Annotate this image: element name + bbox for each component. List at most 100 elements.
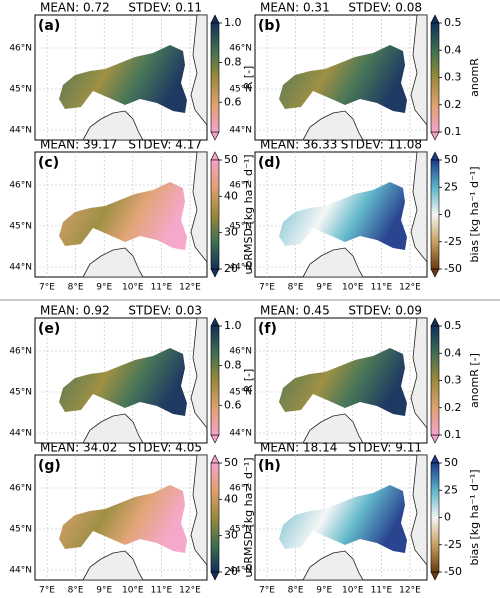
stdev-label: STDEV: 0.09: [348, 304, 422, 318]
cbar-extend: [430, 317, 440, 327]
cbar-tick-label: 0.4: [444, 43, 462, 56]
lon-label: 12°E: [399, 586, 421, 596]
mean-label: MEAN: 0.45: [260, 304, 330, 318]
lat-label: 44°N: [9, 566, 32, 576]
lon-label: 10°E: [122, 283, 144, 293]
panel-letter: (f): [258, 321, 277, 337]
cbar-tick-label: 30: [224, 529, 238, 542]
cbar-extend: [210, 571, 220, 581]
sea: [82, 413, 144, 444]
stdev-label: STDEV: 4.05: [128, 441, 202, 455]
colorbar: [210, 462, 220, 573]
lon-label: 12°E: [399, 283, 421, 293]
cbar-extend: [430, 131, 440, 141]
lon-label: 9°E: [316, 283, 332, 293]
colorbar: [430, 325, 440, 436]
colorbar: [430, 159, 440, 270]
mean-label: MEAN: 34.02: [40, 441, 117, 455]
cbar-label: ubRMSD [kg ha⁻¹ d⁻¹]: [242, 154, 255, 274]
lat-label: 44°N: [9, 126, 32, 136]
lat-label: 46°N: [9, 44, 32, 54]
cbar-tick-label: 50: [444, 456, 458, 469]
lat-label: 46°N: [9, 484, 32, 494]
mean-label: MEAN: 0.92: [40, 304, 110, 318]
mean-label: MEAN: 39.17: [40, 138, 117, 152]
lat-label: 45°N: [9, 388, 32, 398]
lon-label: 10°E: [342, 586, 364, 596]
cbar-tick-label: 40: [224, 492, 238, 505]
land-data: [279, 45, 407, 113]
lon-label: 7°E: [39, 283, 55, 293]
cbar-tick-label: 20: [224, 565, 238, 578]
lat-label: 46°N: [229, 347, 252, 357]
cbar-tick-label: 0.5: [444, 319, 462, 332]
sea: [410, 317, 428, 430]
cbar-tick-label: 0.2: [444, 98, 462, 111]
panel-letter: (a): [38, 18, 60, 34]
lat-label: 44°N: [229, 126, 252, 136]
cbar-label: anomR [-]: [468, 353, 481, 408]
mean-label: MEAN: 0.31: [260, 1, 330, 15]
cbar-tick-label: 0.2: [444, 401, 462, 414]
lat-label: 44°N: [229, 566, 252, 576]
lat-label: 45°N: [9, 222, 32, 232]
cbar-tick-label: 25: [444, 180, 458, 193]
cbar-label: anomR: [468, 58, 481, 97]
cbar-tick-label: -25: [444, 235, 462, 248]
land-data: [279, 182, 407, 250]
sea: [410, 151, 428, 264]
map-panel: (c) MEAN: 39.17 STDEV: 4.17 46°N 45°N 44°N 7°E…: [9, 138, 255, 293]
stdev-label: STDEV: 11.08: [341, 138, 422, 152]
sea: [302, 110, 364, 141]
lon-label: 10°E: [342, 283, 364, 293]
sea: [190, 151, 208, 264]
colorbar: [210, 159, 220, 270]
lon-label: 8°E: [288, 283, 304, 293]
colorbar: [210, 22, 220, 133]
cbar-tick-label: 0.8: [224, 359, 242, 372]
lon-label: 12°E: [179, 283, 201, 293]
lat-label: 44°N: [9, 429, 32, 439]
colorbar: [430, 22, 440, 133]
cbar-extend: [210, 317, 220, 327]
panel-letter: (g): [38, 458, 61, 474]
cbar-extend: [210, 454, 220, 464]
cbar-tick-label: 0.1: [444, 125, 462, 138]
lat-label: 45°N: [229, 388, 252, 398]
map-panel: (a) MEAN: 0.72 STDEV: 0.11 46°N 45°N 44°N 0.6 0…: [9, 1, 255, 141]
cbar-extend: [210, 434, 220, 444]
cbar-tick-label: 0.3: [444, 374, 462, 387]
land-data: [59, 348, 187, 416]
cbar-extend: [210, 151, 220, 161]
panel-letter: (h): [258, 458, 281, 474]
land-data: [279, 348, 407, 416]
cbar-extend: [430, 14, 440, 24]
stdev-label: STDEV: 0.11: [128, 1, 202, 15]
sea: [190, 454, 208, 567]
map-panel: (g) MEAN: 34.02 STDEV: 4.05 46°N 45°N 44°N 7°E…: [9, 441, 255, 596]
map-panel: (f) MEAN: 0.45 STDEV: 0.09 46°N 45°N 44°N 0.1 0…: [229, 304, 481, 444]
cbar-extend: [430, 434, 440, 444]
cbar-tick-label: 0: [444, 208, 451, 221]
cbar-tick-label: 40: [224, 189, 238, 202]
lon-label: 11°E: [371, 586, 393, 596]
stdev-label: STDEV: 4.17: [128, 138, 202, 152]
map-panel: (e) MEAN: 0.92 STDEV: 0.03 46°N 45°N 44°N 0.6 0…: [9, 304, 255, 444]
cbar-tick-label: 1.0: [224, 319, 242, 332]
panel-letter: (e): [38, 321, 60, 337]
cbar-tick-label: -50: [444, 565, 462, 578]
mean-label: MEAN: 18.14: [260, 441, 337, 455]
cbar-tick-label: 0: [444, 511, 451, 524]
lon-label: 8°E: [288, 586, 304, 596]
cbar-extend: [430, 268, 440, 278]
lon-label: 9°E: [316, 586, 332, 596]
cbar-extend: [430, 571, 440, 581]
map-panel: (h) MEAN: 18.14 STDEV: 9.11 46°N 45°N 44°N 7°E…: [229, 441, 481, 596]
cbar-tick-label: 0.8: [224, 56, 242, 69]
cbar-tick-label: 50: [224, 153, 238, 166]
land-data: [279, 485, 407, 553]
lon-label: 12°E: [179, 586, 201, 596]
cbar-tick-label: 0.3: [444, 71, 462, 84]
lat-label: 45°N: [229, 85, 252, 95]
cbar-tick-label: 0.5: [444, 16, 462, 29]
